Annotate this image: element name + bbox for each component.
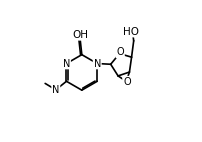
Text: HO: HO [123, 27, 139, 37]
Text: O: O [123, 77, 131, 87]
Text: O: O [116, 47, 124, 58]
Text: N: N [52, 85, 60, 95]
Text: N: N [63, 59, 70, 69]
Text: OH: OH [73, 30, 89, 40]
Text: N: N [94, 59, 101, 69]
